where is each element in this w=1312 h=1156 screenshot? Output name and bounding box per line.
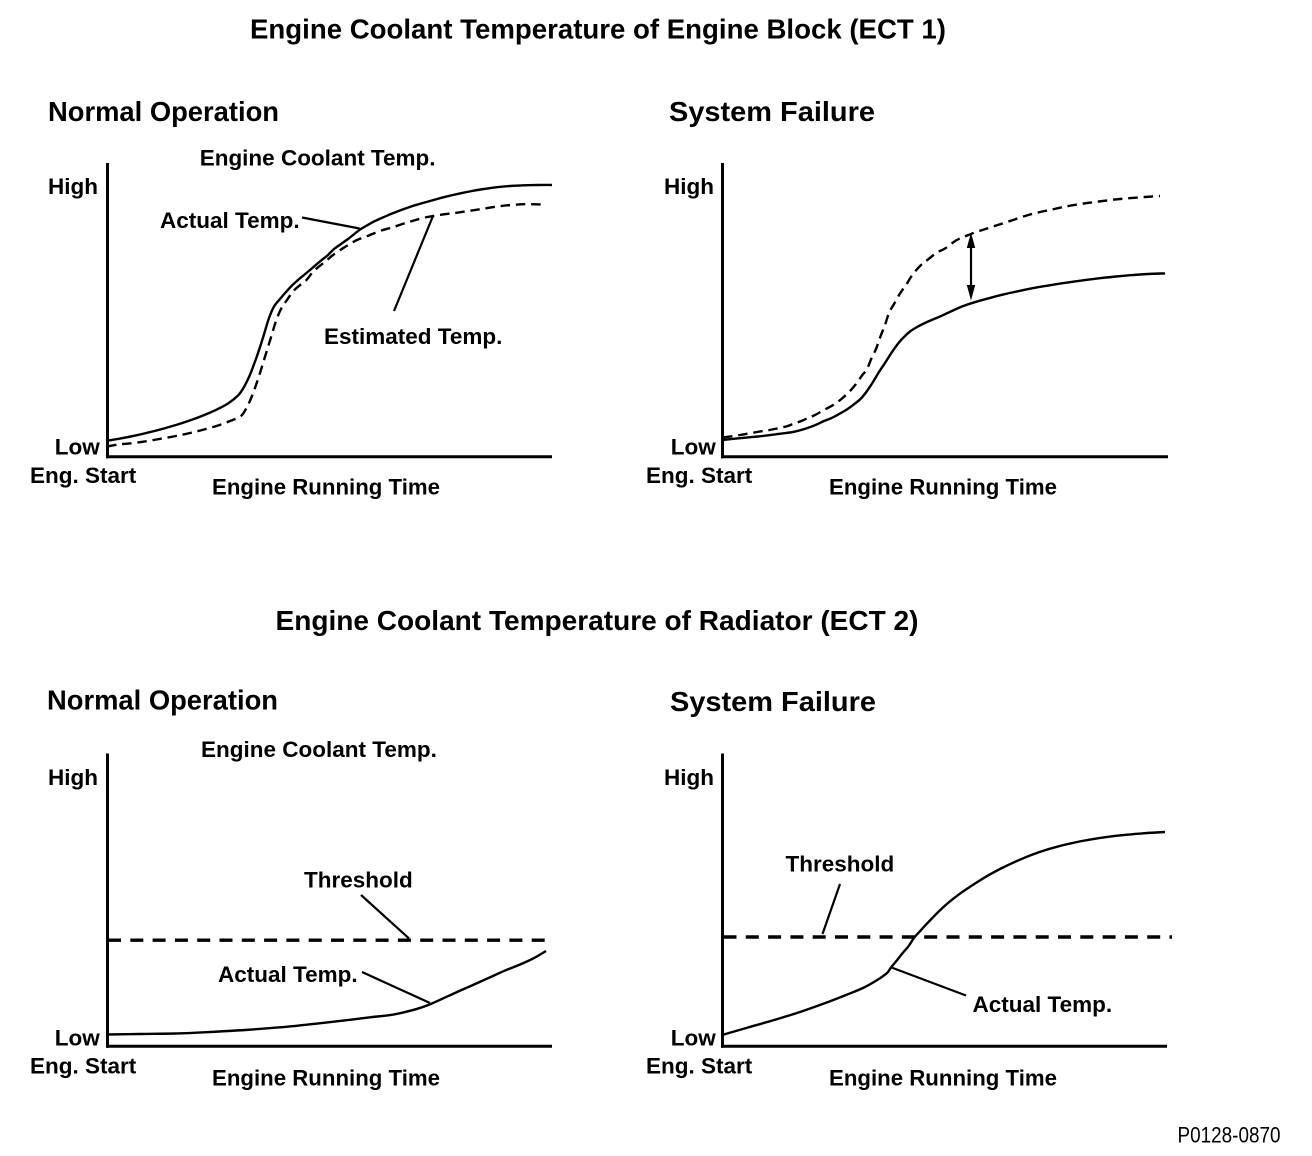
svg-text:Engine Running Time: Engine Running Time — [212, 1066, 440, 1091]
svg-text:Eng. Start: Eng. Start — [646, 463, 753, 488]
svg-text:Actual Temp.: Actual Temp. — [160, 208, 300, 233]
svg-text:Engine Coolant Temp.: Engine Coolant Temp. — [200, 146, 436, 171]
svg-text:Low: Low — [671, 435, 716, 460]
svg-text:P0128-0870: P0128-0870 — [1178, 1123, 1281, 1148]
svg-text:Eng. Start: Eng. Start — [30, 463, 137, 488]
svg-text:Threshold: Threshold — [304, 868, 413, 893]
svg-text:Low: Low — [55, 1026, 100, 1051]
svg-text:High: High — [664, 174, 714, 199]
svg-text:System Failure: System Failure — [669, 96, 875, 127]
svg-text:Engine Coolant Temperature of: Engine Coolant Temperature of Engine Blo… — [250, 14, 946, 45]
svg-text:Normal Operation: Normal Operation — [47, 685, 278, 716]
svg-text:Low: Low — [55, 435, 100, 460]
svg-text:Engine Coolant Temp.: Engine Coolant Temp. — [201, 737, 437, 762]
svg-text:High: High — [664, 765, 714, 790]
svg-text:System Failure: System Failure — [670, 686, 876, 717]
svg-text:Engine Running Time: Engine Running Time — [212, 475, 440, 500]
svg-text:High: High — [48, 765, 98, 790]
svg-text:Eng. Start: Eng. Start — [30, 1054, 137, 1079]
svg-text:Normal Operation: Normal Operation — [48, 96, 279, 127]
svg-text:High: High — [48, 174, 98, 199]
svg-text:Engine Running Time: Engine Running Time — [829, 475, 1057, 500]
svg-text:Threshold: Threshold — [786, 852, 895, 877]
svg-text:Actual Temp.: Actual Temp. — [973, 992, 1113, 1017]
svg-text:Eng. Start: Eng. Start — [646, 1054, 753, 1079]
svg-text:Low: Low — [671, 1026, 716, 1051]
svg-text:Engine Coolant Temperature of: Engine Coolant Temperature of Radiator (… — [276, 605, 919, 636]
svg-text:Estimated Temp.: Estimated Temp. — [324, 324, 502, 349]
svg-text:Actual Temp.: Actual Temp. — [218, 962, 358, 987]
svg-text:Engine Running Time: Engine Running Time — [829, 1066, 1057, 1091]
